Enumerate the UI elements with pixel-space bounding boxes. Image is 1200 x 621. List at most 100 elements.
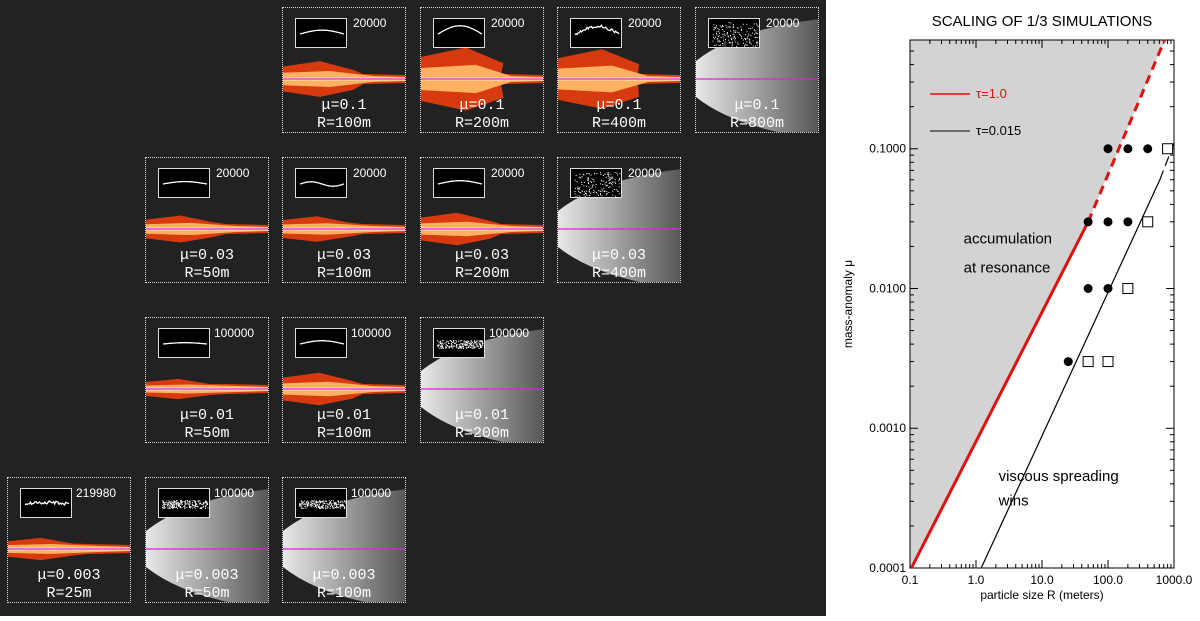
chart-svg: SCALING OF 1/3 SIMULATIONS 0.1 1.0 10.0 100.… <box>841 13 1193 602</box>
sim-image <box>8 537 130 561</box>
inset-plot <box>570 168 622 198</box>
mu-label: μ=0.03 <box>454 247 509 264</box>
particle-count: 100000 <box>214 486 255 500</box>
inset-plot <box>158 328 210 358</box>
y-axis-label: mass-anomaly μ <box>841 260 855 348</box>
open-point <box>1102 356 1114 368</box>
radius-label: R=400m <box>591 265 646 282</box>
radius-label: R=50m <box>184 425 230 442</box>
legend-label: τ=1.0 <box>976 86 1007 101</box>
sim-image <box>146 215 268 243</box>
sim-panel: 20000 μ=0.1 R=200m <box>420 7 544 133</box>
annotation-text: wins <box>998 493 1029 510</box>
inset-plot <box>433 18 485 48</box>
particle-count: 100000 <box>489 326 530 340</box>
radius-label: R=200m <box>454 425 509 442</box>
sim-image <box>146 378 268 400</box>
radius-label: R=400m <box>591 115 646 132</box>
sim-panel: 100000 μ=0.01 R=50m <box>145 317 269 443</box>
radius-label: R=800m <box>729 115 784 132</box>
filled-point <box>1103 283 1113 293</box>
y-tick-label: 0.0010 <box>869 421 906 435</box>
radius-label: R=100m <box>316 585 371 602</box>
sim-panel: 219980 μ=0.003 R=25m <box>7 477 131 603</box>
radius-label: R=50m <box>184 265 230 282</box>
sim-image <box>283 61 405 97</box>
sim-panel: 100000 μ=0.003 R=50m <box>145 477 269 603</box>
sim-panel: 100000 μ=0.003 R=100m <box>282 477 406 603</box>
open-point <box>1162 143 1174 155</box>
particle-count: 20000 <box>216 166 250 180</box>
scaling-chart: SCALING OF 1/3 SIMULATIONS 0.1 1.0 10.0 100.… <box>826 0 1200 616</box>
inset-plot <box>20 488 72 518</box>
open-point <box>1122 282 1134 294</box>
inset-plot <box>570 18 622 48</box>
inset-plot <box>158 488 210 518</box>
radius-label: R=200m <box>454 115 509 132</box>
x-tick-label: 1.0 <box>968 573 985 587</box>
sim-panel: 20000 μ=0.03 R=200m <box>420 157 544 283</box>
sim-panel: 20000 μ=0.1 R=100m <box>282 7 406 133</box>
mu-label: μ=0.03 <box>316 247 371 264</box>
filled-point <box>1143 144 1153 154</box>
chart-title: SCALING OF 1/3 SIMULATIONS <box>932 13 1153 30</box>
x-axis-label: particle size R (meters) <box>980 588 1103 602</box>
mu-label: μ=0.003 <box>37 567 101 584</box>
mu-label: μ=0.01 <box>179 407 234 424</box>
mu-label: μ=0.01 <box>454 407 509 424</box>
mu-label: μ=0.1 <box>734 97 780 114</box>
x-tick-label: 10.0 <box>1030 573 1054 587</box>
radius-label: R=100m <box>316 425 371 442</box>
particle-count: 20000 <box>353 16 387 30</box>
annotation-text: viscous spreading <box>999 468 1119 485</box>
mu-label: μ=0.03 <box>179 247 234 264</box>
filled-point <box>1103 144 1113 154</box>
y-tick-label: 0.0100 <box>869 281 906 295</box>
mu-label: μ=0.1 <box>321 97 367 114</box>
filled-point <box>1083 217 1093 227</box>
inset-plot <box>295 488 347 518</box>
sim-panel: 100000 μ=0.01 R=100m <box>282 317 406 443</box>
y-tick-label: 0.1000 <box>869 142 906 156</box>
filled-point <box>1083 283 1093 293</box>
radius-label: R=50m <box>184 585 230 602</box>
x-tick-label: 100.0 <box>1093 573 1123 587</box>
x-tick-label: 1000.0 <box>1156 573 1193 587</box>
annotation-text: accumulation <box>964 230 1052 247</box>
sim-panel: 100000 μ=0.01 R=200m <box>420 317 544 443</box>
inset-plot <box>295 168 347 198</box>
particle-count: 100000 <box>214 326 255 340</box>
particle-count: 20000 <box>353 166 387 180</box>
sim-image <box>283 216 405 242</box>
inset-plot <box>708 18 760 48</box>
particle-count: 100000 <box>351 326 392 340</box>
mu-label: μ=0.03 <box>591 247 646 264</box>
inset-plot <box>295 18 347 48</box>
sim-image <box>421 212 543 246</box>
mu-label: μ=0.003 <box>312 567 376 584</box>
filled-point <box>1063 357 1073 367</box>
mu-label: μ=0.1 <box>459 97 505 114</box>
series-line <box>910 221 1090 569</box>
series-line <box>980 179 1161 569</box>
sim-image <box>421 47 543 111</box>
particle-count: 219980 <box>76 486 117 500</box>
x-tick-label: 0.1 <box>902 573 919 587</box>
particle-count: 100000 <box>351 486 392 500</box>
sim-panel: 20000 μ=0.03 R=50m <box>145 157 269 283</box>
particle-count: 20000 <box>628 16 662 30</box>
particle-count: 20000 <box>491 166 525 180</box>
open-point <box>1082 356 1094 368</box>
y-tick-label: 0.0001 <box>869 561 906 575</box>
sim-panel: 20000 μ=0.1 R=400m <box>557 7 681 133</box>
mu-label: μ=0.01 <box>316 407 371 424</box>
inset-plot <box>295 328 347 358</box>
sim-image <box>283 372 405 406</box>
filled-point <box>1123 217 1133 227</box>
sim-panel: 20000 μ=0.1 R=800m <box>695 7 819 133</box>
inset-plot <box>433 168 485 198</box>
filled-point <box>1103 217 1113 227</box>
inset-plot <box>433 328 485 358</box>
radius-label: R=100m <box>316 265 371 282</box>
mu-label: μ=0.003 <box>175 567 239 584</box>
